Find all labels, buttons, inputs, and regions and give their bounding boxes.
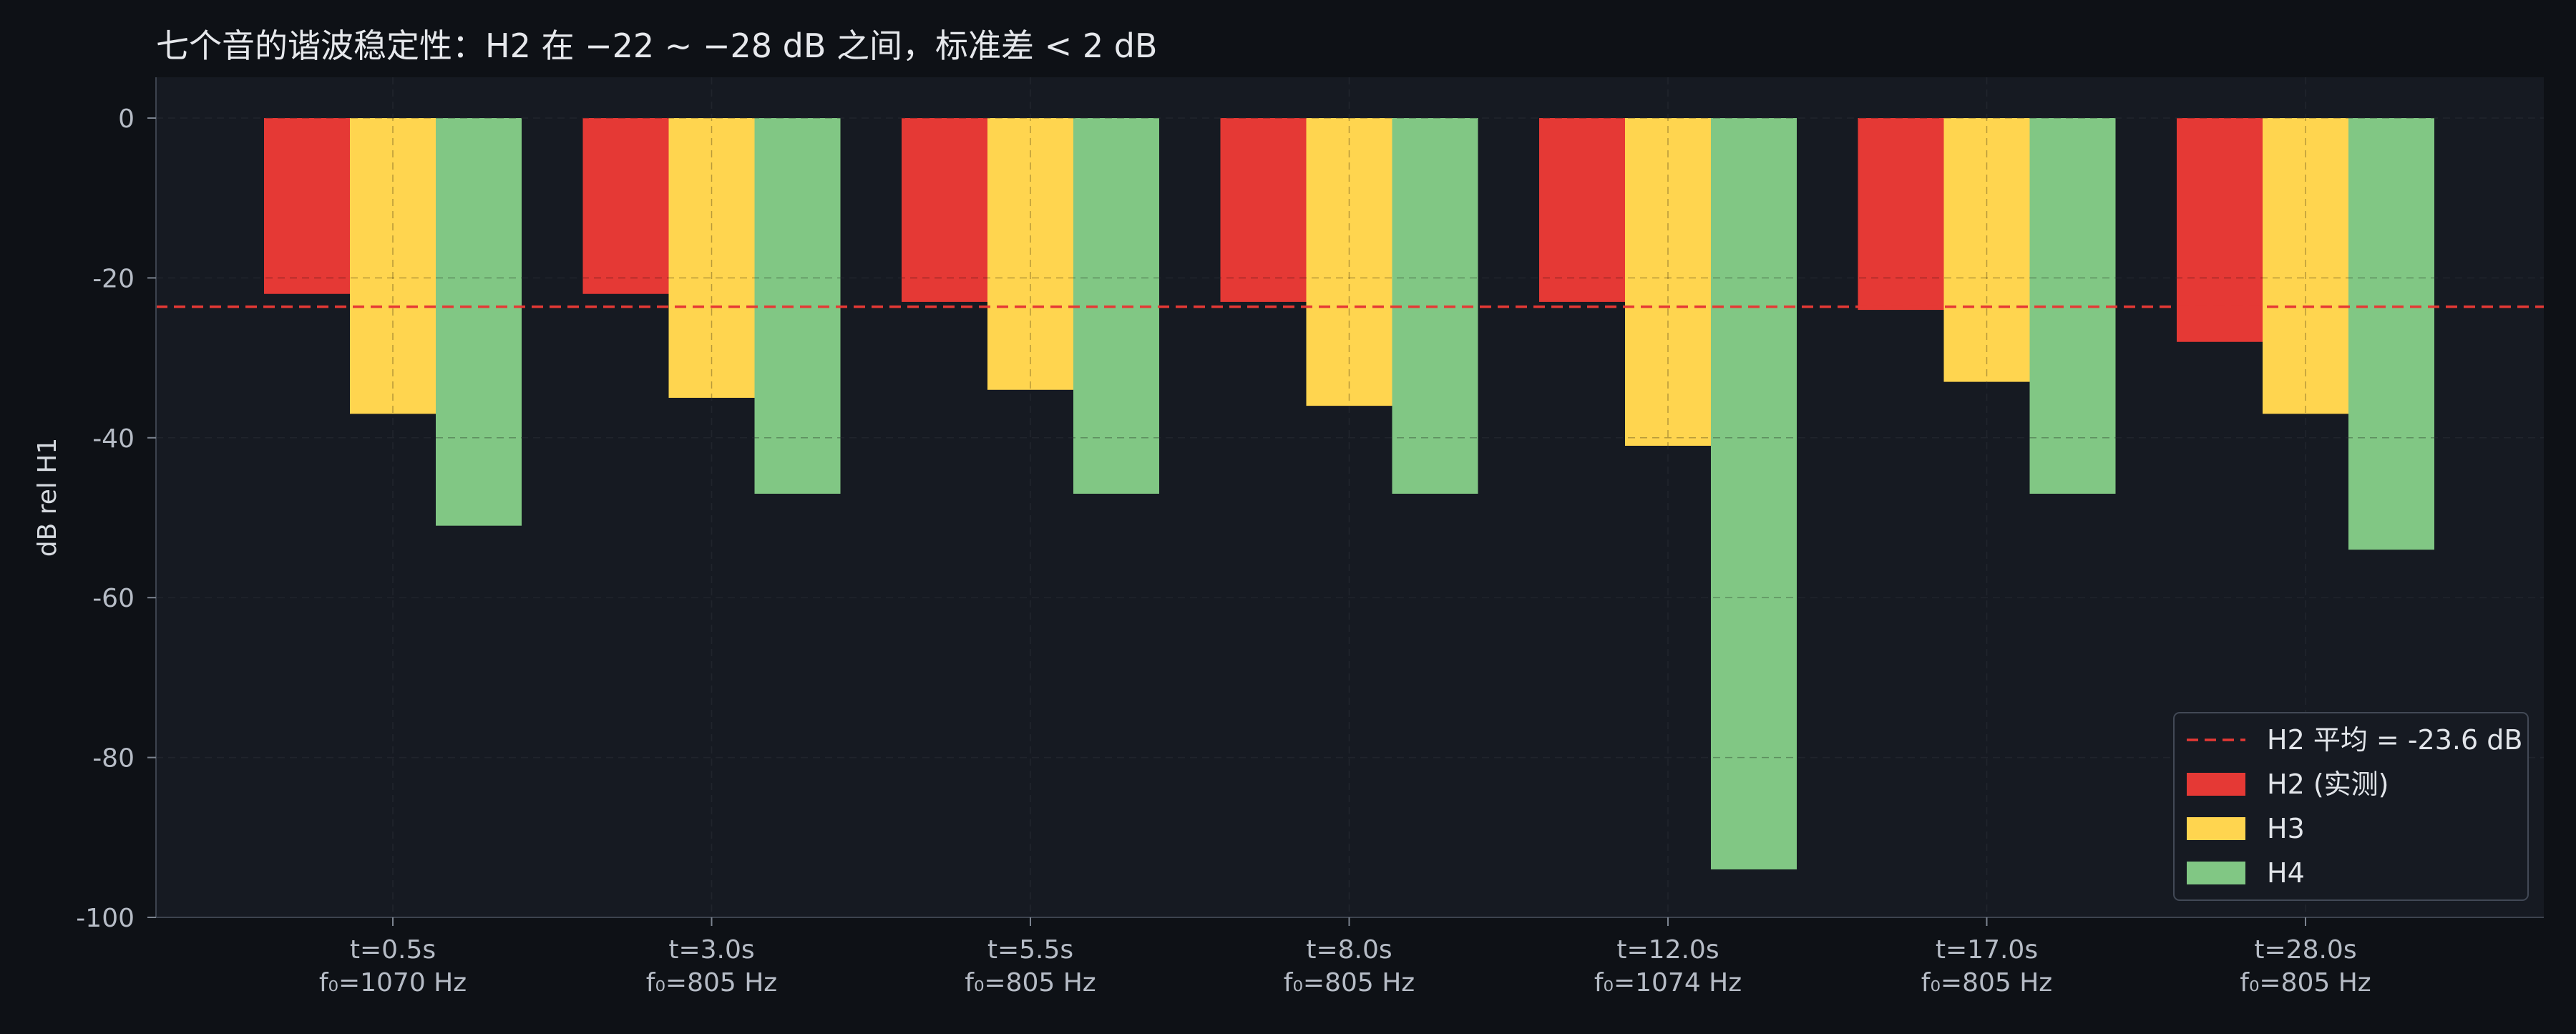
legend-swatch-3	[2187, 862, 2245, 884]
y-tick-label: 0	[118, 104, 135, 134]
x-tick-label: f₀=1070 Hz	[319, 968, 467, 998]
x-tick-label: f₀=805 Hz	[1921, 968, 2052, 998]
x-tick-label: t=5.5s	[987, 935, 1073, 965]
bar-2-3	[987, 118, 1073, 390]
bar-1-3	[902, 118, 987, 302]
legend-label: H2 (实测)	[2267, 769, 2389, 800]
bar-2-7	[2263, 118, 2348, 414]
x-tick-label: t=17.0s	[1936, 935, 2038, 965]
legend-swatch-1	[2187, 773, 2245, 796]
bar-2-1	[350, 118, 436, 414]
x-tick-label: f₀=805 Hz	[965, 968, 1096, 998]
legend-label: H4	[2267, 857, 2305, 889]
legend-label: H3	[2267, 813, 2305, 844]
x-tick-label: f₀=805 Hz	[1284, 968, 1415, 998]
bar-1-7	[2177, 118, 2263, 342]
bar-2-5	[1625, 118, 1711, 446]
legend-swatch-2	[2187, 817, 2245, 840]
y-tick-label: -80	[92, 744, 135, 774]
bar-2-6	[1943, 118, 2030, 382]
bar-1-4	[1220, 118, 1307, 302]
x-tick-label: t=12.0s	[1616, 935, 1719, 965]
y-tick-label: -60	[92, 584, 135, 613]
bar-3-7	[2348, 118, 2434, 550]
bar-3-1	[436, 118, 522, 526]
y-tick-label: -20	[92, 264, 135, 293]
x-tick-label: f₀=805 Hz	[2240, 968, 2371, 998]
chart-title: 七个音的谐波稳定性：H2 在 −22 ~ −28 dB 之间，标准差 < 2 d…	[156, 26, 1157, 65]
legend-box	[2173, 712, 2529, 901]
y-tick-label: -100	[76, 904, 135, 933]
x-tick-label: f₀=1074 Hz	[1594, 968, 1742, 998]
bar-2-4	[1306, 118, 1392, 406]
legend-label: H2 平均 = -23.6 dB	[2267, 724, 2522, 756]
bar-1-6	[1858, 118, 1944, 311]
bar-1-5	[1539, 118, 1625, 302]
y-tick-label: -40	[92, 424, 135, 454]
bar-1-2	[582, 118, 669, 294]
bar-1-1	[264, 118, 350, 294]
x-tick-label: t=28.0s	[2254, 935, 2356, 965]
x-tick-label: t=3.0s	[668, 935, 754, 965]
x-tick-label: t=0.5s	[350, 935, 436, 965]
x-tick-label: t=8.0s	[1306, 935, 1392, 965]
bar-2-2	[668, 118, 755, 398]
y-axis-label: dB rel H1	[33, 438, 62, 557]
x-tick-label: f₀=805 Hz	[646, 968, 777, 998]
bar-3-5	[1711, 118, 1797, 869]
legend: H2 平均 = -23.6 dB H2 (实测) H3 H4	[2173, 712, 2529, 901]
